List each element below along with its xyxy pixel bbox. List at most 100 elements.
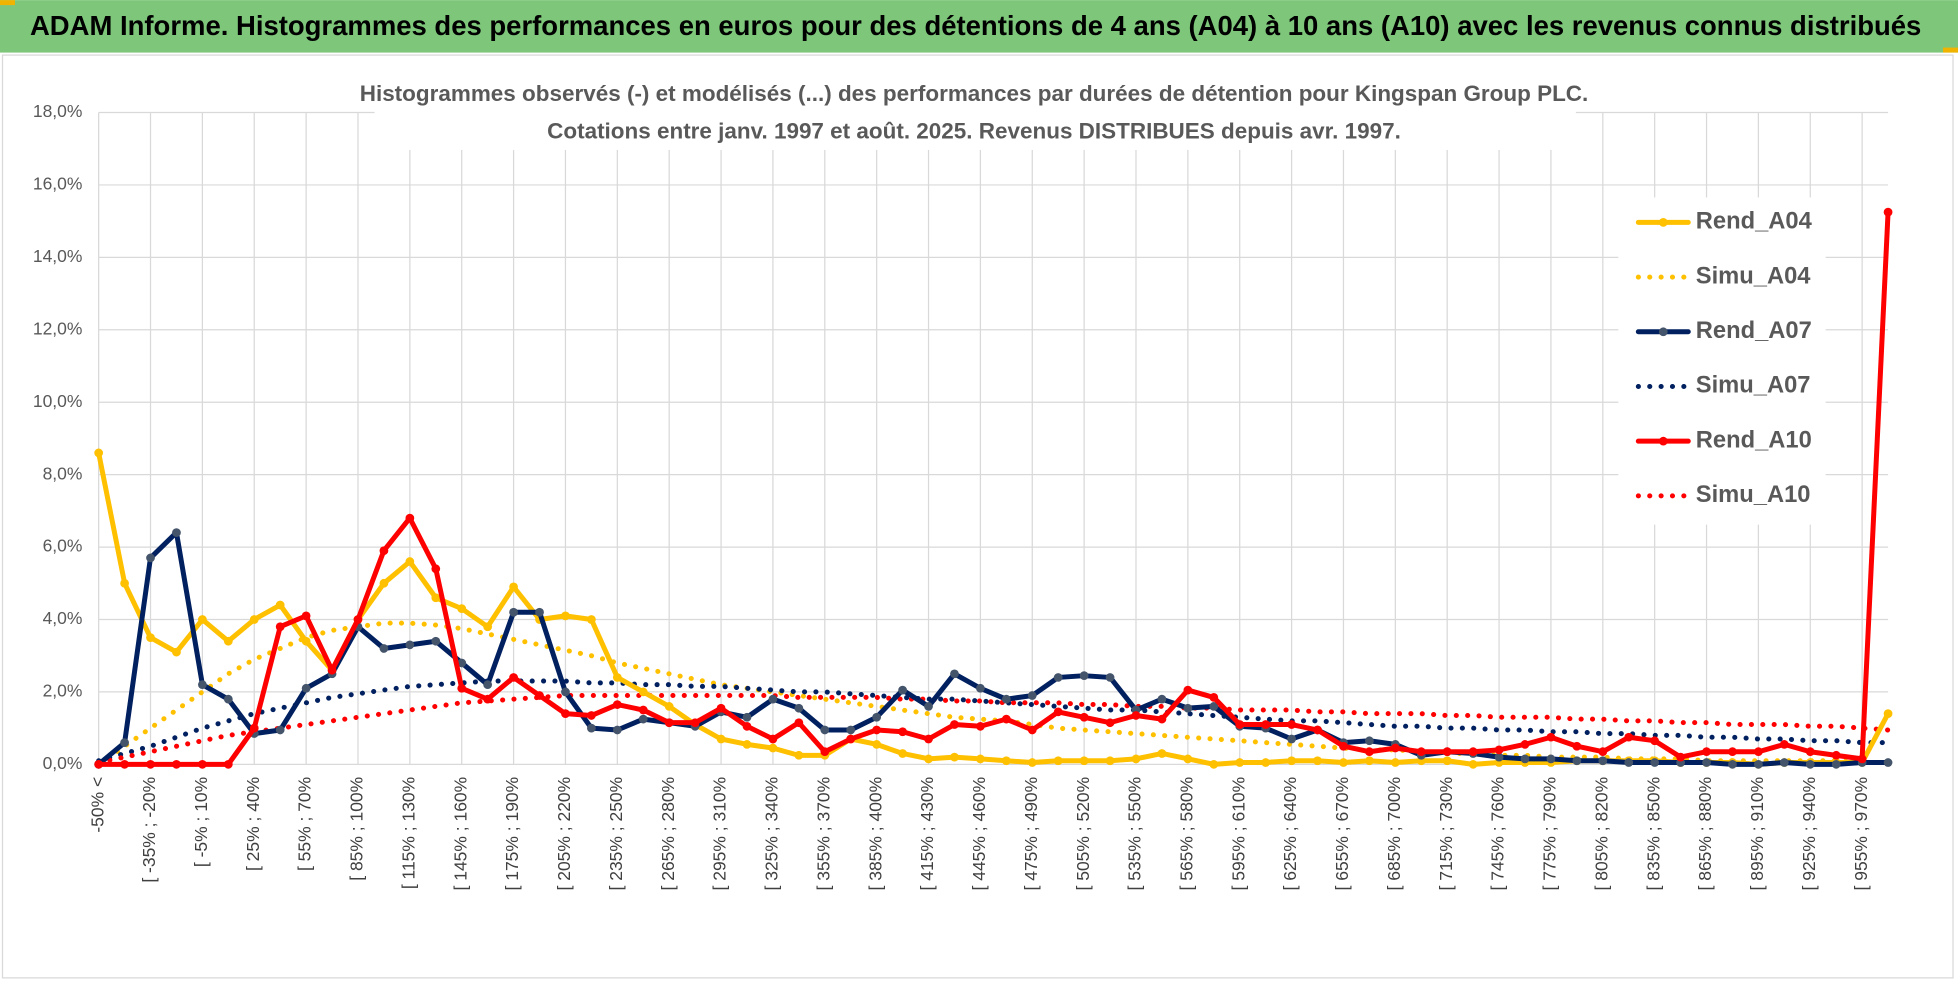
data-point [1728,759,1737,769]
data-point [1261,758,1271,767]
legend-marker [1658,218,1668,227]
data-point [1468,759,1478,769]
data-point [976,683,985,693]
data-point [950,752,959,762]
data-point [1650,758,1660,767]
data-point [1131,754,1141,764]
legend-label: Simu_A10 [1696,482,1811,508]
data-point [249,615,259,624]
data-point [820,725,830,735]
x-tick-label: [ 415% ; 430% [917,777,937,891]
data-point [1001,714,1011,724]
x-tick-label: [ 145% ; 160% [450,777,470,891]
data-point [638,714,648,724]
data-point [1079,712,1089,722]
data-point [1702,758,1711,767]
data-point [223,759,233,769]
data-point [716,734,726,744]
data-point [1390,743,1400,753]
data-point [1235,758,1245,767]
title-box [374,77,1576,150]
data-point [146,759,155,769]
data-point [1442,756,1452,766]
simulated-line [96,620,1891,767]
data-point [1754,747,1763,757]
data-point [1624,732,1634,742]
data-point [768,734,778,744]
data-point [1287,734,1296,744]
x-tick-label: [ -5% ; 10% [191,777,211,867]
x-tick-label: [ 955% ; 970% [1851,777,1871,891]
data-point [509,607,518,617]
x-tick-label: [ 175% ; 190% [502,777,522,891]
data-point [587,711,596,720]
data-point [1805,759,1815,769]
data-point [924,734,933,744]
data-point [1779,740,1789,749]
data-point [275,622,285,632]
x-tick-label: [ 85% ; 100% [347,777,367,881]
y-tick-label: 0,0% [43,753,83,773]
x-tick-label: [ 535% ; 550% [1125,777,1145,891]
x-tick-label: [ 625% ; 640% [1280,777,1300,891]
data-point [1157,714,1167,724]
legend-label: Rend_A07 [1696,318,1812,344]
x-tick-label: [ 835% ; 850% [1643,777,1663,891]
data-point [1339,741,1348,751]
simulated-line [96,678,1891,764]
legend-label: Rend_A10 [1696,427,1812,453]
x-tick-label: [ 235% ; 250% [606,777,626,891]
data-point [509,673,518,682]
x-tick-label: [ 805% ; 820% [1591,777,1611,891]
x-tick-label: [ 205% ; 220% [554,777,574,891]
data-point [1053,707,1063,717]
data-point [120,578,129,588]
data-point [1365,756,1374,766]
observed-line [96,209,1891,767]
data-point [1157,749,1167,758]
data-point [612,700,622,709]
data-point [1624,758,1634,767]
x-tick-label: [ 355% ; 370% [813,777,833,891]
chart-border [1,54,1954,979]
data-point [561,709,570,719]
data-point [431,636,441,646]
data-point [1754,759,1763,769]
data-point [1365,736,1374,746]
data-point [327,665,337,675]
data-point [1027,758,1037,767]
y-tick-label: 6,0% [43,536,83,556]
y-tick-label: 18,0% [33,101,83,121]
data-point [1235,720,1245,729]
data-point [1572,741,1582,751]
x-tick-label: [ 265% ; 280% [658,777,678,891]
data-point [1572,756,1582,766]
data-point [353,615,363,624]
y-tick-label: 12,0% [33,318,83,338]
data-point [924,754,933,764]
data-point [794,750,804,760]
x-tick-label: [ 715% ; 730% [1436,777,1456,891]
x-tick-label: [ 445% ; 460% [969,777,989,891]
legend-label: Rend_A04 [1696,209,1813,235]
data-point [1650,736,1660,746]
x-tick-label: [ 895% ; 910% [1747,777,1767,891]
data-point [198,759,207,769]
data-point [846,725,856,735]
data-point [1857,754,1867,764]
data-point [1546,754,1556,764]
data-point [924,702,933,711]
data-point [1520,754,1530,764]
data-point [249,723,259,733]
data-point [1209,702,1219,711]
legend-label: Simu_A07 [1696,373,1811,399]
data-point [172,528,181,537]
data-point [146,553,155,563]
data-point [379,578,389,588]
data-point [1702,747,1711,757]
data-point [1339,758,1348,767]
x-tick-label: [ 25% ; 40% [243,777,263,871]
data-point [301,611,311,621]
x-tick-label: [ 925% ; 940% [1799,777,1819,891]
data-point [898,727,907,737]
